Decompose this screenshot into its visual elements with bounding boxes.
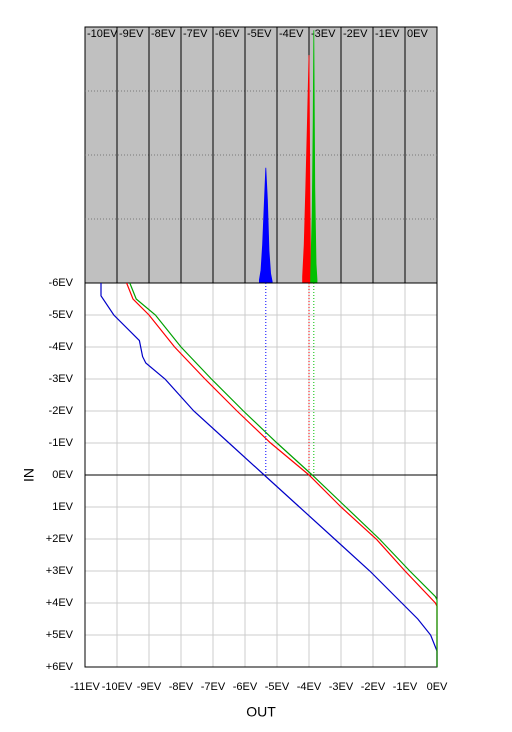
y-tick-label: +4EV [46,597,74,609]
column-label: -1EV [375,28,400,40]
column-label: -7EV [183,28,208,40]
x-tick-label: -1EV [393,681,418,693]
column-label: -5EV [247,28,272,40]
y-tick-label: -5EV [49,309,74,321]
x-tick-label: -9EV [137,681,162,693]
column-label: -2EV [343,28,368,40]
x-tick-label: -8EV [169,681,194,693]
x-axis-title: OUT [246,704,276,720]
x-tick-label: -6EV [233,681,258,693]
column-label: -8EV [151,28,176,40]
y-tick-label: +6EV [46,661,74,673]
histogram-area [259,167,273,284]
x-tick-label: 0EV [427,681,448,693]
x-tick-label: -2EV [361,681,386,693]
x-tick-label: -5EV [265,681,290,693]
y-axis-title: IN [21,468,37,482]
curve [100,283,438,667]
column-label: -6EV [215,28,240,40]
histogram-area [310,30,318,284]
y-tick-label: -6EV [49,277,74,289]
x-tick-label: -3EV [329,681,354,693]
x-tick-label: -4EV [297,681,322,693]
y-tick-label: 1EV [52,501,73,513]
x-tick-label: -7EV [201,681,226,693]
column-label: -4EV [279,28,304,40]
curve [129,282,438,667]
column-label: -3EV [311,28,336,40]
y-tick-label: -2EV [49,405,74,417]
y-tick-label: +3EV [46,565,74,577]
column-label: -10EV [87,28,118,40]
curve [126,282,438,667]
y-tick-label: +2EV [46,533,74,545]
x-tick-label: -11EV [70,681,100,693]
y-tick-label: -4EV [49,341,74,353]
histogram-background [84,26,438,284]
column-label: 0EV [407,28,428,40]
y-tick-label: +5EV [46,629,74,641]
y-tick-label: -3EV [49,373,74,385]
y-tick-label: -1EV [49,437,74,449]
y-tick-label: 0EV [52,469,73,481]
column-label: -9EV [119,28,144,40]
x-tick-label: -10EV [102,681,133,693]
